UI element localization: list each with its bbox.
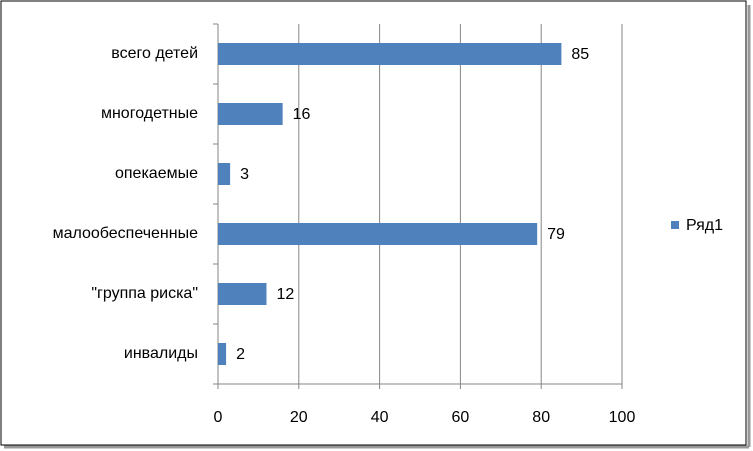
bar xyxy=(218,343,227,365)
legend-label: Ряд1 xyxy=(686,217,723,234)
data-label: 16 xyxy=(293,106,311,123)
x-tick-label: 80 xyxy=(532,409,550,426)
x-tick-label: 40 xyxy=(371,409,389,426)
data-label: 12 xyxy=(276,286,294,303)
bar xyxy=(218,163,231,185)
y-tick-label: малообеспеченные xyxy=(53,225,199,242)
bar xyxy=(218,223,538,245)
x-tick-label: 0 xyxy=(214,409,223,426)
y-tick-label: "группа риска" xyxy=(91,285,198,302)
x-tick-label: 20 xyxy=(290,409,308,426)
data-label: 2 xyxy=(236,346,245,363)
y-tick-label: всего детей xyxy=(111,45,198,62)
y-tick-label: опекаемые xyxy=(115,165,198,182)
bar xyxy=(218,43,562,65)
y-tick-label: многодетные xyxy=(101,105,198,122)
bar xyxy=(218,283,267,305)
x-tick-label: 100 xyxy=(609,409,636,426)
legend-swatch xyxy=(671,221,679,229)
bar xyxy=(218,103,283,125)
data-label: 85 xyxy=(571,46,589,63)
x-tick-label: 60 xyxy=(452,409,470,426)
y-tick-label: инвалиды xyxy=(124,345,198,362)
data-label: 3 xyxy=(240,166,249,183)
data-label: 79 xyxy=(547,226,565,243)
